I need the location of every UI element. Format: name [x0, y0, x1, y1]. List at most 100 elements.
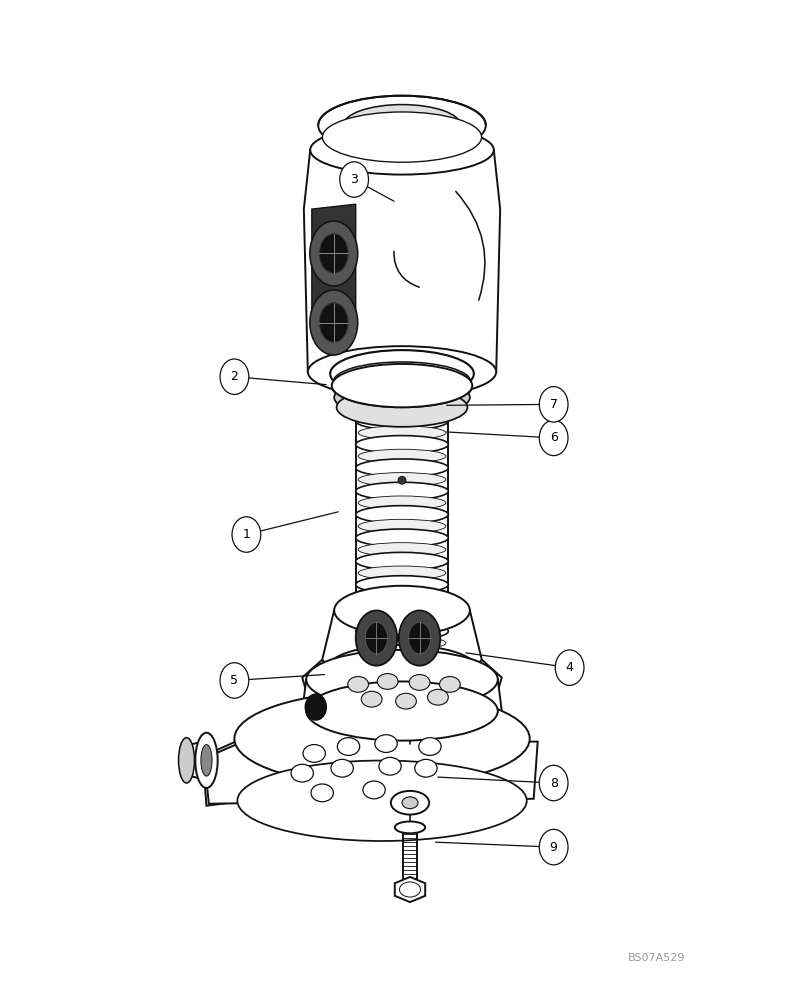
Text: 5: 5	[230, 674, 238, 687]
Ellipse shape	[395, 693, 416, 709]
Ellipse shape	[409, 675, 429, 690]
Text: 2: 2	[230, 370, 238, 383]
Ellipse shape	[334, 586, 470, 635]
Ellipse shape	[355, 482, 448, 500]
Ellipse shape	[399, 882, 420, 897]
Text: 9: 9	[549, 841, 557, 854]
Circle shape	[539, 765, 568, 801]
Ellipse shape	[394, 821, 425, 833]
Circle shape	[539, 420, 568, 456]
Ellipse shape	[401, 797, 418, 809]
Ellipse shape	[361, 691, 382, 707]
Ellipse shape	[311, 784, 333, 802]
Ellipse shape	[326, 645, 477, 694]
Ellipse shape	[358, 496, 445, 510]
Ellipse shape	[178, 738, 195, 783]
Ellipse shape	[358, 589, 445, 603]
Ellipse shape	[306, 650, 497, 709]
Ellipse shape	[375, 735, 397, 752]
Text: BS07A529: BS07A529	[627, 953, 684, 963]
Ellipse shape	[337, 738, 359, 755]
Polygon shape	[204, 742, 537, 804]
Ellipse shape	[355, 622, 448, 640]
Ellipse shape	[397, 476, 406, 484]
Ellipse shape	[237, 761, 526, 841]
Ellipse shape	[427, 689, 448, 705]
Ellipse shape	[355, 599, 448, 617]
Ellipse shape	[398, 610, 440, 666]
Polygon shape	[302, 660, 330, 691]
Text: 7: 7	[549, 398, 557, 411]
Text: 8: 8	[549, 777, 557, 790]
Ellipse shape	[358, 473, 445, 486]
Ellipse shape	[343, 105, 460, 146]
Ellipse shape	[358, 636, 445, 650]
Ellipse shape	[358, 566, 445, 580]
Ellipse shape	[408, 622, 430, 654]
Circle shape	[539, 387, 568, 422]
Ellipse shape	[319, 234, 348, 273]
Ellipse shape	[358, 449, 445, 463]
Polygon shape	[474, 660, 501, 691]
Ellipse shape	[377, 674, 397, 689]
Ellipse shape	[290, 764, 313, 782]
Ellipse shape	[310, 290, 358, 355]
Text: 6: 6	[549, 431, 557, 444]
Polygon shape	[322, 610, 481, 670]
Ellipse shape	[379, 757, 401, 775]
Ellipse shape	[200, 745, 212, 776]
Ellipse shape	[355, 412, 448, 430]
Ellipse shape	[418, 738, 440, 755]
Ellipse shape	[336, 372, 467, 407]
Ellipse shape	[333, 362, 470, 401]
Ellipse shape	[306, 681, 497, 741]
Polygon shape	[302, 679, 501, 711]
Ellipse shape	[310, 221, 358, 286]
Circle shape	[220, 359, 248, 394]
Ellipse shape	[334, 378, 470, 417]
Circle shape	[539, 829, 568, 865]
Ellipse shape	[333, 368, 471, 407]
Ellipse shape	[332, 364, 472, 407]
Ellipse shape	[355, 436, 448, 453]
Circle shape	[220, 663, 248, 698]
Ellipse shape	[347, 677, 368, 692]
Polygon shape	[202, 739, 246, 806]
Text: 3: 3	[350, 173, 358, 186]
Ellipse shape	[318, 96, 485, 155]
Ellipse shape	[307, 346, 496, 397]
Ellipse shape	[358, 543, 445, 556]
Ellipse shape	[195, 733, 217, 788]
Polygon shape	[311, 204, 355, 332]
Ellipse shape	[319, 303, 348, 342]
Ellipse shape	[439, 677, 460, 692]
Polygon shape	[303, 150, 500, 372]
Ellipse shape	[330, 350, 474, 397]
Ellipse shape	[358, 519, 445, 533]
Ellipse shape	[355, 552, 448, 570]
Polygon shape	[394, 877, 425, 902]
Ellipse shape	[414, 759, 436, 777]
Ellipse shape	[310, 125, 493, 175]
Circle shape	[555, 650, 583, 685]
Ellipse shape	[355, 610, 397, 666]
Ellipse shape	[358, 426, 445, 440]
Text: 1: 1	[242, 528, 250, 541]
Ellipse shape	[305, 694, 326, 720]
Text: 4: 4	[565, 661, 573, 674]
Ellipse shape	[331, 759, 353, 777]
Ellipse shape	[234, 691, 529, 786]
Ellipse shape	[363, 781, 384, 799]
Ellipse shape	[365, 622, 387, 654]
Ellipse shape	[322, 112, 481, 162]
Circle shape	[339, 162, 368, 197]
Ellipse shape	[355, 506, 448, 523]
Ellipse shape	[303, 745, 325, 762]
Ellipse shape	[355, 459, 448, 477]
Ellipse shape	[355, 529, 448, 547]
Ellipse shape	[355, 576, 448, 593]
Circle shape	[232, 517, 260, 552]
Ellipse shape	[336, 388, 467, 427]
Ellipse shape	[390, 791, 429, 815]
Ellipse shape	[358, 613, 445, 627]
